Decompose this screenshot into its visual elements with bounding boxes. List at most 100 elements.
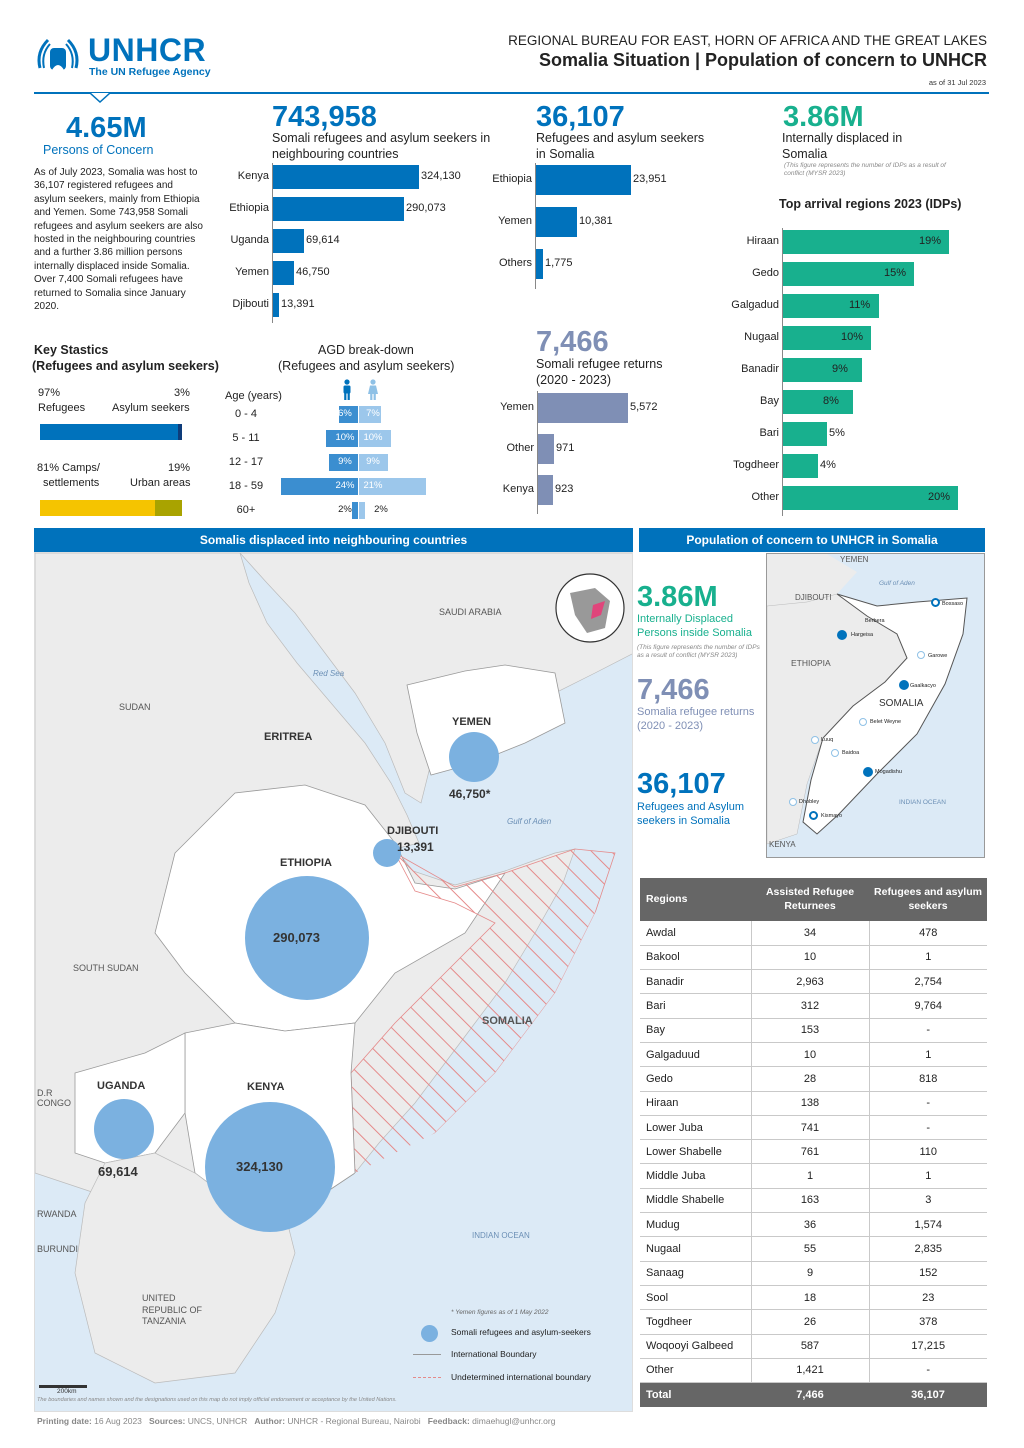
- rm-label-yemen: YEMEN: [840, 555, 869, 564]
- refugees-label: Refugees: [38, 402, 86, 414]
- total-refugees: 36,107: [869, 1382, 987, 1407]
- idp-bar-label: Galgadud: [731, 299, 779, 311]
- refugee-asylum-bar: [40, 424, 182, 440]
- table-row: Middle Juba 1 1: [640, 1163, 987, 1189]
- idp-bar: [783, 358, 862, 382]
- city-hargeisa-icon[interactable]: [837, 630, 847, 640]
- table-row: Bakool 10 1: [640, 945, 987, 971]
- idp-bar: [783, 326, 871, 350]
- city-garowe-icon[interactable]: [917, 651, 925, 659]
- cell-refugees: -: [869, 1115, 987, 1141]
- returns-axis: [537, 391, 538, 514]
- cell-refugees: 818: [869, 1066, 987, 1092]
- table-row: Nugaal 55 2,835: [640, 1236, 987, 1262]
- author-value: UNHCR - Regional Bureau, Nairobi: [287, 1416, 421, 1426]
- cell-returnees: 1,421: [751, 1358, 870, 1384]
- bubble-yemen[interactable]: [449, 732, 499, 782]
- city-baidoa-label: Baidoa: [842, 750, 860, 756]
- agd-age-label: 5 - 11: [232, 432, 260, 444]
- page-title: Somalia Situation | Population of concer…: [538, 50, 987, 70]
- cell-returnees: 36: [751, 1212, 870, 1238]
- cell-refugees: 152: [869, 1261, 987, 1286]
- agd-female-bar: [359, 454, 388, 471]
- value-uganda: 69,614: [98, 1164, 138, 1179]
- cell-returnees: 138: [751, 1091, 870, 1116]
- city-luuq-icon[interactable]: [811, 736, 819, 744]
- map-right[interactable]: YEMEN DJIBOUTI Gulf of Aden ETHIOPIA SOM…: [766, 553, 985, 858]
- table-row: Togdheer 26 378: [640, 1309, 987, 1335]
- cell-returnees: 18: [751, 1285, 870, 1311]
- table-row: Sool 18 23: [640, 1285, 987, 1311]
- in_somalia-bar: [536, 207, 577, 237]
- cell-refugees: 23: [869, 1285, 987, 1311]
- cell-region: Bari: [640, 993, 752, 1019]
- female-icon: [368, 379, 378, 400]
- cell-region: Lower Shabelle: [640, 1139, 752, 1165]
- in_somalia-bar: [536, 165, 631, 195]
- table-row: Awdal 34 478: [640, 921, 987, 946]
- male-icon: [343, 379, 351, 400]
- city-dhobley-icon[interactable]: [789, 798, 797, 806]
- cell-returnees: 2,963: [751, 969, 870, 995]
- agd-male-value: 10%: [335, 432, 355, 443]
- agd-male-bar: [329, 454, 358, 471]
- legend-bubble-label: Somali refugees and asylum-seekers: [451, 1327, 591, 1337]
- label-somalia: SOMALIA: [482, 1015, 533, 1027]
- city-galkayo-icon[interactable]: [899, 680, 909, 690]
- in-somalia-label: Refugees and asylum seekers in Somalia: [536, 131, 705, 161]
- idp-bar-label: Togdheer: [733, 459, 779, 471]
- bubble-uganda[interactable]: [94, 1099, 154, 1159]
- neighbours-bar-value: 324,130: [421, 170, 461, 182]
- table-row: Lower Juba 741-: [640, 1115, 987, 1141]
- returns-bar-value: 923: [555, 483, 574, 495]
- bubble-kenya[interactable]: [205, 1102, 335, 1232]
- returns-bar-value: 5,572: [630, 401, 658, 413]
- urban-pct: 19%: [168, 462, 191, 474]
- agd-female-value: 10%: [363, 432, 383, 443]
- city-dhobley-label: Dhobley: [799, 799, 820, 805]
- cell-refugees: 1,574: [869, 1212, 987, 1238]
- table-row: Bay 153-: [640, 1018, 987, 1043]
- neighbours-bar-label: Kenya: [237, 170, 269, 182]
- idp-bar-label: Bari: [759, 427, 779, 439]
- legend-note: * Yemen figures as of 1 May 2022: [451, 1309, 549, 1316]
- agd-male-bar: [339, 406, 358, 423]
- bubble-djibouti[interactable]: [373, 839, 401, 867]
- bureau-name: REGIONAL BUREAU FOR EAST, HORN OF AFRICA…: [508, 33, 987, 48]
- cell-returnees: 153: [751, 1018, 870, 1043]
- idp-bar-value: 20%: [928, 491, 951, 503]
- neighbours-bar-value: 13,391: [281, 298, 315, 310]
- printing-value: 16 Aug 2023: [94, 1416, 142, 1426]
- map-left-title: Somalis displaced into neighbouring coun…: [34, 528, 633, 552]
- cell-refugees: 2,754: [869, 969, 987, 995]
- poc-label: Persons of Concern: [43, 143, 154, 157]
- returns-bar: [538, 475, 553, 505]
- neighbours-bar-chart: Kenya 324,130 Ethiopia 290,073 Uganda 69,614 Y…: [200, 163, 500, 325]
- idp-bar: [783, 294, 879, 318]
- agd-female-value: 21%: [363, 480, 383, 491]
- idp-bar-value: 5%: [829, 427, 845, 439]
- idp-bar-value: 19%: [919, 235, 942, 247]
- city-mogadishu-icon[interactable]: [863, 767, 873, 777]
- city-baidoa-icon[interactable]: [831, 749, 839, 757]
- table-row: Middle Shabelle 163 3: [640, 1188, 987, 1214]
- label-yemen: YEMEN: [452, 716, 492, 728]
- label-eritrea: ERITREA: [264, 731, 313, 743]
- map-returns-label: Somalia refugee returns (2020 - 2023): [637, 706, 755, 732]
- cell-region: Hiraan: [640, 1091, 752, 1116]
- rm-label-gulf: Gulf of Aden: [879, 580, 915, 587]
- cell-returnees: 1: [751, 1163, 870, 1189]
- camps-pct: 81% Camps/: [37, 462, 100, 474]
- city-bossaso-icon[interactable]: [931, 598, 940, 607]
- city-beledweyne-icon[interactable]: [859, 718, 867, 726]
- idp-bar-label: Bay: [760, 395, 779, 407]
- age-axis-label: Age (years): [225, 390, 282, 402]
- label-red-sea: Red Sea: [313, 669, 345, 678]
- label-burundi: BURUNDI: [37, 1244, 79, 1254]
- bubble-ethiopia[interactable]: [245, 876, 369, 1000]
- city-mogadishu-label: Mogadishu: [875, 769, 902, 775]
- value-yemen: 46,750*: [449, 787, 491, 801]
- map-left[interactable]: SAUDI ARABIA SUDAN Red Sea ERITREA YEMEN…: [34, 552, 633, 1412]
- city-kismayo-icon[interactable]: [809, 811, 818, 820]
- rm-label-ethiopia: ETHIOPIA: [791, 658, 831, 668]
